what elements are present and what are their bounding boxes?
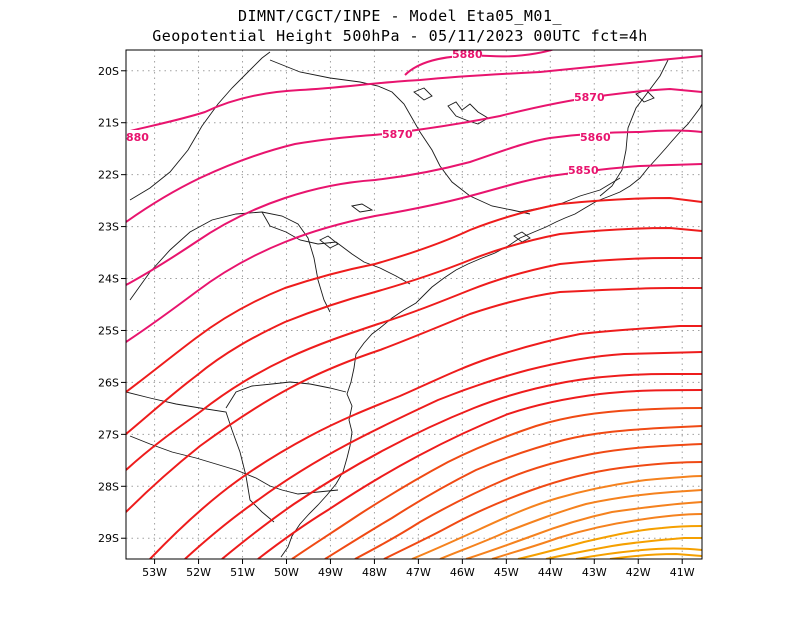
border-mg-es	[599, 59, 669, 197]
border-mg-sp	[129, 51, 271, 201]
height-contour	[126, 287, 702, 513]
contour-label-5860: 5860	[580, 131, 611, 144]
axis-ticks: 53W 52W 51W 50W 49W 48W 47W 46W 45W 44W 43W 42W 41W 2…	[98, 65, 695, 579]
height-contour	[257, 389, 702, 559]
contour-label-5870-right: 5870	[574, 91, 605, 104]
height-contour	[439, 489, 702, 559]
height-contour	[465, 501, 702, 559]
height-contour	[149, 325, 702, 559]
border-sp-mg	[269, 59, 531, 215]
height-contour	[126, 129, 702, 286]
height-contour	[126, 257, 702, 471]
contour-label-5850: 5850	[568, 164, 599, 177]
lake	[350, 203, 374, 213]
contour-label-5880-left: 880	[126, 131, 149, 144]
lon-tick-label: 49W	[318, 566, 343, 579]
bay	[513, 231, 531, 243]
border-rj-mg	[519, 177, 621, 213]
height-contour	[383, 461, 702, 559]
lake	[413, 87, 433, 101]
height-contour	[545, 537, 702, 559]
height-contour	[575, 547, 702, 559]
lon-tick-label: 47W	[406, 566, 431, 579]
height-contour	[324, 425, 702, 559]
height-contour	[221, 373, 702, 559]
lat-tick-label: 28S	[98, 480, 119, 493]
lat-tick-label: 21S	[98, 117, 119, 130]
height-contour	[354, 443, 702, 559]
lake	[319, 235, 339, 249]
lat-tick-label: 22S	[98, 169, 119, 182]
lon-tick-label: 45W	[494, 566, 519, 579]
contour-label-5870-mid: 5870	[382, 128, 413, 141]
lon-tick-label: 48W	[362, 566, 387, 579]
height-contour	[411, 475, 702, 559]
lon-tick-label: 50W	[274, 566, 299, 579]
lon-tick-label: 46W	[450, 566, 475, 579]
lat-tick-label: 27S	[98, 428, 119, 441]
height-contour	[126, 196, 702, 393]
lon-tick-label: 44W	[538, 566, 563, 579]
height-contour	[491, 513, 702, 559]
height-contour	[404, 50, 555, 76]
height-contour	[517, 525, 702, 559]
lon-tick-label: 41W	[670, 566, 695, 579]
lon-tick-label: 53W	[142, 566, 167, 579]
height-contour	[126, 163, 702, 343]
contour-label-5880-top: 5880	[452, 48, 483, 61]
border-sc-rs	[129, 435, 339, 495]
height-contour	[126, 226, 702, 435]
map-borders	[126, 51, 702, 558]
coastline	[280, 102, 702, 558]
height-contour	[291, 407, 702, 559]
lat-tick-label: 29S	[98, 532, 119, 545]
lon-tick-label: 42W	[626, 566, 651, 579]
map-subtitle: Geopotential Height 500hPa - 05/11/2023 …	[152, 27, 648, 45]
border-ms-sp	[129, 211, 331, 313]
lake	[447, 101, 489, 125]
border-pr-sc	[225, 381, 347, 409]
lat-tick-label: 20S	[98, 65, 119, 78]
height-contour	[609, 552, 702, 559]
lon-tick-label: 43W	[582, 566, 607, 579]
contour-labels: 5880 880 5870 5870 5860 5850	[126, 47, 611, 177]
height-contours	[126, 50, 702, 559]
height-contour	[184, 351, 702, 559]
lat-tick-label: 25S	[98, 324, 119, 337]
lat-tick-label: 23S	[98, 221, 119, 234]
height-contour	[126, 55, 702, 133]
lon-tick-label: 52W	[186, 566, 211, 579]
map-title: DIMNT/CGCT/INPE - Model Eta05_M01_	[237, 7, 563, 25]
map-frame	[125, 49, 703, 560]
lat-tick-label: 26S	[98, 376, 119, 389]
lon-tick-label: 51W	[230, 566, 255, 579]
lat-tick-label: 24S	[98, 273, 119, 286]
